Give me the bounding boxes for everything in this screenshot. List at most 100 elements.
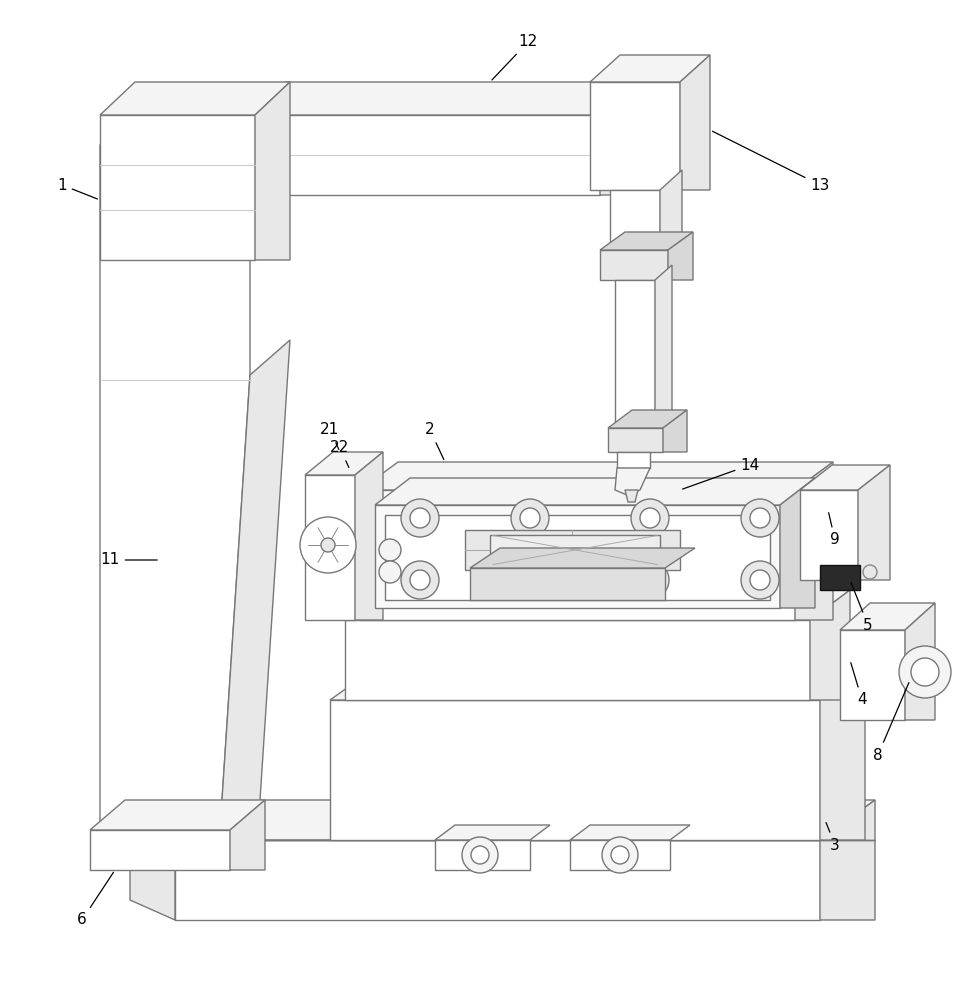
Polygon shape xyxy=(470,568,664,600)
Polygon shape xyxy=(305,475,355,620)
Polygon shape xyxy=(220,340,289,830)
Text: 8: 8 xyxy=(873,683,908,762)
Circle shape xyxy=(401,561,438,599)
Polygon shape xyxy=(230,800,264,870)
Circle shape xyxy=(740,499,778,537)
Polygon shape xyxy=(100,82,289,115)
Circle shape xyxy=(630,499,668,537)
Polygon shape xyxy=(330,700,819,840)
Circle shape xyxy=(510,561,549,599)
Circle shape xyxy=(862,565,876,579)
Polygon shape xyxy=(819,800,875,920)
Text: 1: 1 xyxy=(57,178,97,199)
Polygon shape xyxy=(600,232,692,250)
Circle shape xyxy=(899,646,950,698)
Polygon shape xyxy=(679,55,709,190)
Polygon shape xyxy=(100,115,289,145)
Polygon shape xyxy=(904,603,934,720)
Circle shape xyxy=(409,508,430,528)
Polygon shape xyxy=(570,825,689,840)
Circle shape xyxy=(300,517,356,573)
Circle shape xyxy=(750,570,769,590)
Text: 4: 4 xyxy=(850,663,866,708)
Polygon shape xyxy=(130,840,175,920)
Polygon shape xyxy=(625,490,637,502)
Circle shape xyxy=(401,499,438,537)
Polygon shape xyxy=(355,452,382,620)
Polygon shape xyxy=(359,462,832,490)
Polygon shape xyxy=(662,410,686,452)
Polygon shape xyxy=(305,452,382,475)
Polygon shape xyxy=(614,468,650,495)
Circle shape xyxy=(750,508,769,528)
Polygon shape xyxy=(434,825,550,840)
Text: 11: 11 xyxy=(100,552,157,568)
Polygon shape xyxy=(100,115,255,260)
Circle shape xyxy=(510,499,549,537)
Polygon shape xyxy=(800,465,889,490)
Polygon shape xyxy=(175,800,875,840)
Circle shape xyxy=(630,561,668,599)
Circle shape xyxy=(610,846,628,864)
Polygon shape xyxy=(654,265,672,430)
Text: 14: 14 xyxy=(682,458,759,489)
Text: 21: 21 xyxy=(320,422,339,449)
Circle shape xyxy=(321,538,334,552)
Circle shape xyxy=(461,837,498,873)
Polygon shape xyxy=(607,410,686,428)
Polygon shape xyxy=(375,505,779,608)
Polygon shape xyxy=(857,465,889,580)
Polygon shape xyxy=(375,478,814,505)
Polygon shape xyxy=(589,55,709,82)
Polygon shape xyxy=(345,590,850,620)
Polygon shape xyxy=(600,82,634,195)
Polygon shape xyxy=(470,548,694,568)
Circle shape xyxy=(379,539,401,561)
Text: 9: 9 xyxy=(827,513,839,548)
Polygon shape xyxy=(345,620,809,700)
Text: 5: 5 xyxy=(850,583,872,633)
Polygon shape xyxy=(819,668,864,840)
Polygon shape xyxy=(90,800,264,830)
Polygon shape xyxy=(616,452,650,468)
Polygon shape xyxy=(434,840,530,870)
Polygon shape xyxy=(667,232,692,280)
Polygon shape xyxy=(255,82,289,260)
Polygon shape xyxy=(489,535,659,565)
Circle shape xyxy=(639,508,659,528)
Circle shape xyxy=(471,846,488,864)
Polygon shape xyxy=(609,190,659,250)
Polygon shape xyxy=(384,515,769,600)
Polygon shape xyxy=(839,630,904,720)
Text: 22: 22 xyxy=(330,440,349,467)
Polygon shape xyxy=(330,668,864,700)
Polygon shape xyxy=(250,115,600,195)
Text: 12: 12 xyxy=(491,34,537,80)
Circle shape xyxy=(379,561,401,583)
Circle shape xyxy=(740,561,778,599)
Polygon shape xyxy=(839,603,934,630)
Circle shape xyxy=(409,570,430,590)
Text: 3: 3 xyxy=(825,823,839,852)
Polygon shape xyxy=(614,280,654,430)
Polygon shape xyxy=(600,250,667,280)
Polygon shape xyxy=(589,82,679,190)
Polygon shape xyxy=(794,462,832,620)
Circle shape xyxy=(602,837,637,873)
Polygon shape xyxy=(659,170,681,250)
Polygon shape xyxy=(779,478,814,608)
Text: 6: 6 xyxy=(77,872,113,928)
Polygon shape xyxy=(250,82,634,115)
Text: 13: 13 xyxy=(712,131,828,192)
Polygon shape xyxy=(359,490,794,620)
Circle shape xyxy=(520,508,539,528)
Polygon shape xyxy=(175,840,819,920)
Polygon shape xyxy=(100,145,250,830)
Polygon shape xyxy=(570,840,669,870)
Polygon shape xyxy=(90,830,230,870)
Polygon shape xyxy=(809,590,850,700)
Circle shape xyxy=(910,658,938,686)
Circle shape xyxy=(520,570,539,590)
Polygon shape xyxy=(464,530,679,570)
Text: 2: 2 xyxy=(425,422,443,459)
